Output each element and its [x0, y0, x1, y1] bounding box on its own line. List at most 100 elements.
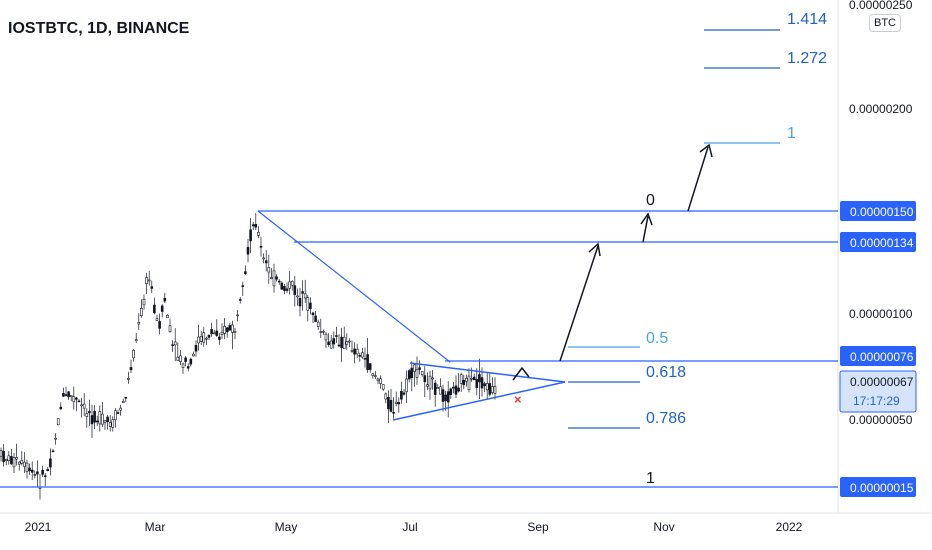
candle-body [426, 384, 429, 387]
candle-body [280, 282, 284, 290]
candle-body [121, 401, 125, 404]
candle-body [220, 331, 224, 335]
candle-body [155, 318, 159, 321]
candle-body [116, 412, 120, 414]
fib-label: 1.414 [787, 11, 827, 28]
candle-body [348, 340, 351, 343]
candle-body [400, 390, 403, 400]
candle-body [288, 281, 291, 289]
candle-body [15, 457, 18, 460]
fib-label: 1 [646, 470, 655, 487]
candle-body [197, 336, 200, 344]
candle-body [309, 302, 312, 310]
x-tick-label: 2022 [776, 520, 803, 534]
candle-body [199, 336, 203, 342]
candle-body [150, 286, 154, 289]
price-badge-label: 0.00000076 [850, 350, 914, 364]
candle-body [49, 458, 52, 468]
candle-body [262, 257, 265, 260]
candle-body [140, 308, 143, 316]
candle-body [4, 459, 8, 461]
y-tick-label: 0.00000250 [849, 0, 913, 12]
arrow-line [559, 245, 599, 362]
fib-label: 0.618 [646, 364, 686, 381]
candle-body [192, 353, 195, 357]
candle-body [98, 411, 102, 425]
x-tick-label: Jul [402, 520, 417, 534]
price-badge-15 [840, 477, 916, 497]
candle-body [491, 386, 494, 393]
candle-body [158, 321, 161, 329]
candle-body [163, 297, 167, 302]
candle-body [93, 410, 96, 423]
current-price-badge [839, 370, 917, 413]
candle-body [439, 386, 442, 395]
candle-body [293, 285, 297, 295]
price-badge-150 [840, 201, 916, 221]
fib-label: 0.5 [646, 330, 668, 347]
candle-body [228, 325, 232, 331]
candle-body [90, 415, 94, 425]
candle-body [106, 416, 109, 423]
candle-body [41, 469, 44, 475]
candle-body [371, 373, 375, 377]
currency-badge[interactable]: BTC [869, 14, 901, 32]
candle-body [493, 386, 497, 394]
y-tick-label: 0.00000050 [849, 413, 913, 427]
candle-body [189, 358, 193, 365]
price-badge-label: 0.00000015 [850, 481, 914, 495]
projection-arrows [512, 143, 713, 381]
candle-body [103, 420, 107, 423]
candle-body [423, 375, 427, 383]
candle-body [77, 400, 81, 403]
candle-body [465, 378, 468, 382]
small-arrow-head [512, 366, 530, 381]
invalidation-marker: × [514, 392, 522, 407]
candle-body [452, 386, 455, 389]
candle-body [342, 336, 346, 350]
candle-body [218, 336, 221, 340]
candle-body [153, 304, 156, 314]
candle-body [387, 397, 390, 410]
candle-body [132, 350, 135, 359]
candle-body [467, 375, 471, 391]
candle-body [418, 367, 421, 370]
candle-body [420, 371, 424, 376]
candle-body [340, 336, 343, 349]
candle-body [397, 402, 401, 405]
candle-body [277, 280, 281, 283]
candle-body [168, 325, 172, 332]
candle-body [483, 383, 486, 387]
candle-body [389, 399, 393, 412]
triangle-upper-line [409, 362, 566, 383]
candle-body [238, 299, 242, 301]
arrow-head [640, 212, 653, 226]
candle-body [376, 378, 380, 382]
candle-body [69, 395, 73, 397]
candle-body [407, 370, 411, 380]
candle-body [124, 396, 128, 399]
candle-body [59, 406, 63, 410]
candle-body [462, 379, 466, 386]
candle-body [301, 291, 304, 294]
candle-body [475, 379, 479, 388]
candle-body [43, 475, 47, 477]
arrow-line [642, 215, 649, 243]
candle-body [374, 375, 377, 377]
candle-body [7, 455, 11, 461]
candle-body [270, 277, 273, 279]
candle-body [166, 315, 169, 319]
candle-body [111, 419, 115, 428]
candle-body [95, 420, 99, 423]
candle-body [23, 461, 26, 467]
candle-body [129, 367, 133, 371]
x-tick-label: May [275, 520, 298, 534]
candle-body [449, 388, 453, 396]
triangle-lower-line [392, 381, 566, 421]
candle-body [345, 341, 349, 345]
candle-body [353, 348, 356, 355]
price-badge-76 [840, 346, 916, 366]
candle-body [25, 462, 29, 473]
candle-body [316, 321, 320, 327]
